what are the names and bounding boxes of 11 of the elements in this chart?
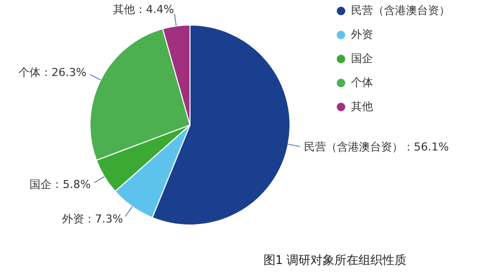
data-label: 其他：4.4% (113, 3, 174, 16)
legend-label: 民营（含港澳台资） (351, 4, 450, 17)
legend-label: 个体 (351, 76, 373, 89)
legend-label: 国企 (351, 52, 373, 65)
data-label: 个体：26.3% (18, 66, 86, 79)
data-label: 外资：7.3% (62, 212, 123, 226)
text: 图1 调研对象所在组织性质 (263, 253, 407, 267)
legend-label: 其他 (351, 100, 373, 113)
data-label: 民营（含港澳台资）：56.1% (304, 140, 449, 154)
legend-label: 外资 (351, 28, 373, 41)
data-label: 国企：5.8% (30, 178, 91, 191)
